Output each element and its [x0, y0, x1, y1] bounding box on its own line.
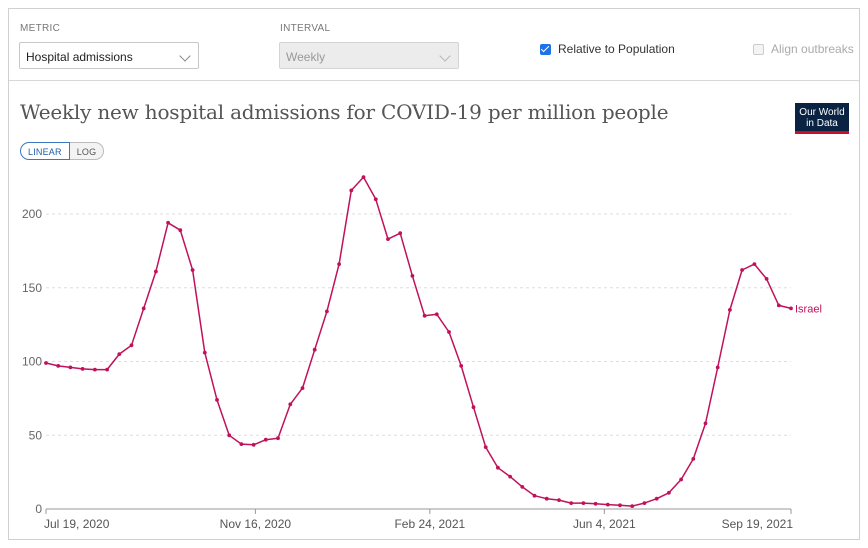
- data-point: [263, 437, 268, 442]
- data-point: [569, 501, 574, 505]
- data-point: [239, 442, 244, 446]
- series-line-israel: [45, 176, 792, 507]
- data-point: [276, 436, 280, 441]
- data-point: [288, 402, 293, 407]
- y-tick-label: 50: [29, 428, 43, 442]
- y-tick-label: 0: [35, 502, 42, 516]
- line-chart: 0 50 100 150 200 Jul 19, 2020 Nov 16, 2020 Feb …: [22, 175, 822, 531]
- data-point: [593, 501, 598, 506]
- data-point: [105, 367, 109, 372]
- data-point: [410, 274, 415, 278]
- data-point: [557, 498, 561, 502]
- data-point: [349, 188, 354, 193]
- controls-bar: METRIC Hospital admissions INTERVAL Week…: [9, 9, 859, 81]
- logo-line-1: Our World: [799, 107, 845, 118]
- data-point: [166, 220, 171, 225]
- scale-toggle: LINEAR LOG: [20, 142, 105, 160]
- data-point: [141, 306, 146, 311]
- log-scale-button[interactable]: LOG: [69, 142, 105, 160]
- data-point: [398, 231, 403, 236]
- data-point: [764, 277, 769, 281]
- interval-select-value: Weekly: [286, 50, 326, 64]
- data-point: [447, 330, 451, 334]
- data-point: [361, 175, 366, 180]
- data-point: [728, 308, 732, 312]
- data-point: [227, 433, 232, 438]
- data-point: [129, 343, 134, 348]
- data-point: [581, 501, 586, 505]
- owid-logo[interactable]: Our World in Data: [795, 103, 849, 134]
- data-point: [80, 367, 85, 371]
- data-point: [154, 269, 158, 274]
- linear-scale-button[interactable]: LINEAR: [20, 142, 70, 160]
- data-point: [300, 386, 305, 390]
- data-point: [117, 352, 122, 356]
- data-point: [93, 367, 97, 372]
- data-point: [459, 364, 464, 368]
- interval-label: INTERVAL: [280, 23, 331, 34]
- data-point: [544, 496, 549, 501]
- data-point: [715, 365, 720, 370]
- x-tick-label: Jun 4, 2021: [573, 517, 636, 531]
- metric-select[interactable]: Hospital admissions: [19, 42, 199, 69]
- metric-label: METRIC: [20, 23, 61, 34]
- data-point: [703, 421, 708, 426]
- x-tick-label: Jul 19, 2020: [44, 517, 110, 531]
- y-tick-label: 200: [22, 207, 42, 221]
- data-point: [496, 465, 500, 470]
- data-point: [337, 262, 341, 266]
- data-point: [325, 309, 329, 314]
- data-point: [605, 502, 610, 507]
- checkbox-checked-icon: [540, 43, 551, 55]
- align-outbreaks-checkbox[interactable]: Align outbreaks: [753, 42, 854, 56]
- data-point: [68, 365, 73, 370]
- data-point: [251, 442, 256, 447]
- data-point: [215, 398, 219, 402]
- x-tick-label: Nov 16, 2020: [220, 517, 292, 531]
- data-point: [691, 457, 696, 461]
- data-point: [422, 313, 427, 318]
- relative-to-population-checkbox[interactable]: Relative to Population: [540, 42, 675, 56]
- data-point: [312, 347, 317, 352]
- relative-to-population-label: Relative to Population: [558, 42, 675, 56]
- chart-frame: METRIC Hospital admissions INTERVAL Week…: [8, 8, 860, 540]
- data-point: [44, 361, 48, 365]
- data-point: [654, 496, 659, 501]
- data-point: [679, 477, 683, 482]
- data-point: [667, 490, 671, 495]
- data-point: [434, 312, 439, 317]
- data-point: [508, 474, 512, 479]
- data-point: [642, 501, 647, 505]
- metric-select-value: Hospital admissions: [26, 50, 133, 64]
- checkbox-unchecked-icon: [753, 43, 764, 55]
- data-point: [789, 306, 793, 311]
- series-label-israel: Israel: [795, 303, 822, 315]
- data-point: [56, 364, 61, 368]
- y-tick-label: 150: [22, 281, 42, 295]
- data-point: [752, 262, 757, 266]
- x-tick-label: Sep 19, 2021: [722, 517, 794, 531]
- data-point: [202, 350, 207, 355]
- interval-select[interactable]: Weekly: [279, 42, 459, 69]
- data-point: [373, 197, 378, 202]
- data-point: [532, 493, 537, 498]
- data-point: [178, 228, 183, 233]
- y-tick-label: 100: [22, 355, 42, 369]
- logo-line-2: in Data: [806, 118, 838, 129]
- align-outbreaks-label: Align outbreaks: [771, 42, 854, 56]
- data-point: [483, 445, 488, 449]
- data-point: [386, 237, 390, 242]
- x-tick-label: Feb 24, 2021: [394, 517, 465, 531]
- data-point: [776, 303, 781, 308]
- data-point: [471, 405, 476, 410]
- chart-title: Weekly new hospital admissions for COVID…: [20, 100, 669, 124]
- data-point: [190, 268, 195, 272]
- data-point: [618, 503, 622, 508]
- data-point: [520, 485, 525, 489]
- data-point: [630, 504, 635, 508]
- data-point: [740, 268, 744, 272]
